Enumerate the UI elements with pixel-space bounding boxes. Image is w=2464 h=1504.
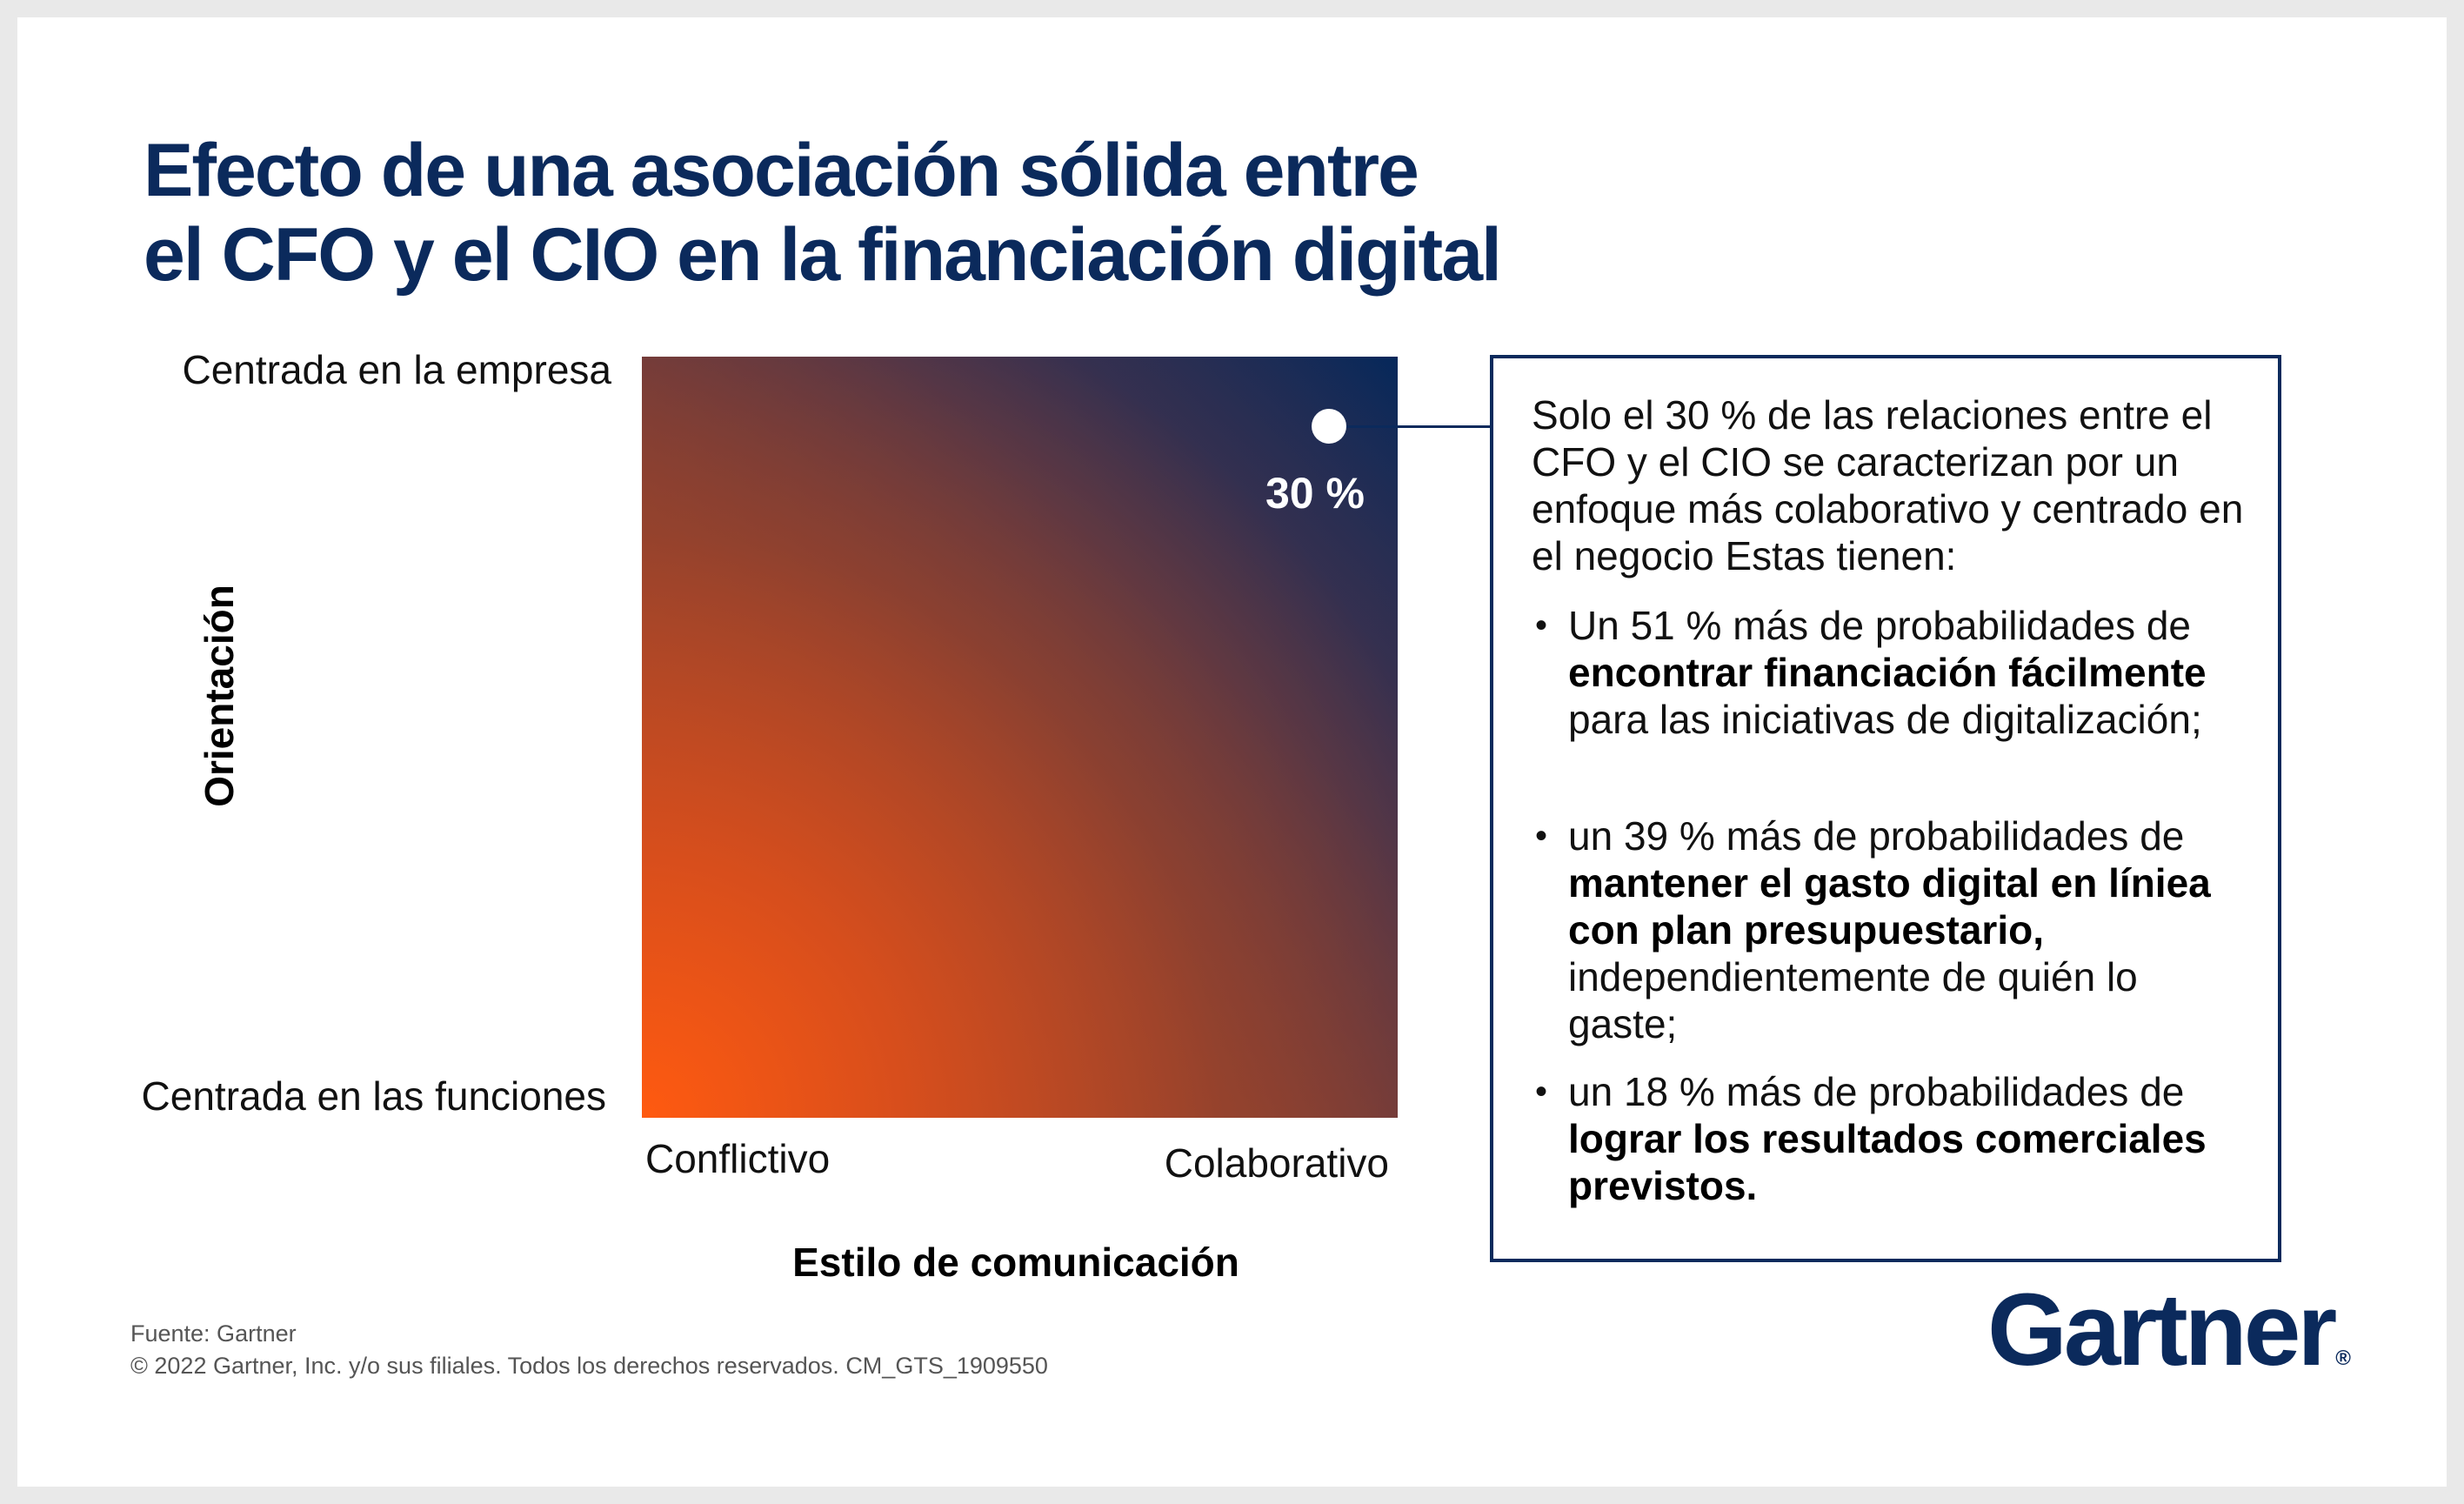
bullet-text: Un 51 % más de probabilidades de xyxy=(1568,603,2192,648)
bullet-emphasis: encontrar financiación fácilmente xyxy=(1568,650,2207,695)
gradient-quadrant xyxy=(642,357,1398,1118)
bullet-text: un 18 % más de probabilidades de xyxy=(1568,1069,2185,1114)
y-bottom-label: Centrada en las funciones xyxy=(141,1073,606,1119)
registered-mark: ® xyxy=(2335,1347,2351,1370)
callout-bullet: un 39 % más de probabilidades de mantene… xyxy=(1535,812,2247,1047)
source-note: Fuente: Gartner © 2022 Gartner, Inc. y/o… xyxy=(130,1318,1048,1382)
callout-bullet: Un 51 % más de probabilidades de encontr… xyxy=(1535,602,2247,743)
callout-connector-line xyxy=(1346,425,1490,428)
y-top-label: Centrada en la empresa xyxy=(182,347,611,392)
copyright-line: © 2022 Gartner, Inc. y/o sus filiales. T… xyxy=(130,1353,1048,1379)
logo-wordmark: Gartner xyxy=(1987,1273,2337,1387)
point-label: 30 % xyxy=(1265,469,1365,518)
bullet-text: independientemente de quién lo gaste; xyxy=(1568,954,2138,1046)
gartner-logo: Gartner® xyxy=(1987,1279,2351,1381)
title-line-1: Efecto de una asociación sólida entre xyxy=(144,129,1419,212)
bullet-text: un 39 % más de probabilidades de xyxy=(1568,813,2185,859)
callout-intro: Solo el 30 % de las relaciones entre el … xyxy=(1532,392,2244,578)
callout-box: Solo el 30 % de las relaciones entre el … xyxy=(1490,355,2281,1262)
highlight-point xyxy=(1312,409,1346,444)
callout-bullet: un 18 % más de probabilidades de lograr … xyxy=(1535,1068,2247,1209)
bullet-text: para las iniciativas de digitalización; xyxy=(1568,697,2202,742)
title-line-2: el CFO y el CIO en la financiación digit… xyxy=(144,213,1502,297)
x-right-label: Colaborativo xyxy=(1164,1140,1389,1186)
y-axis-title: Orientación xyxy=(197,585,242,807)
bullet-emphasis: mantener el gasto digital en líniea con … xyxy=(1568,860,2211,953)
bullet-emphasis: lograr los resultados comerciales previs… xyxy=(1568,1116,2207,1208)
x-axis-title: Estilo de comunicación xyxy=(792,1240,1239,1285)
page-title: Efecto de una asociación sólida entre el… xyxy=(144,129,1502,297)
x-left-label: Conflictivo xyxy=(645,1136,831,1181)
source-line: Fuente: Gartner xyxy=(130,1320,297,1347)
